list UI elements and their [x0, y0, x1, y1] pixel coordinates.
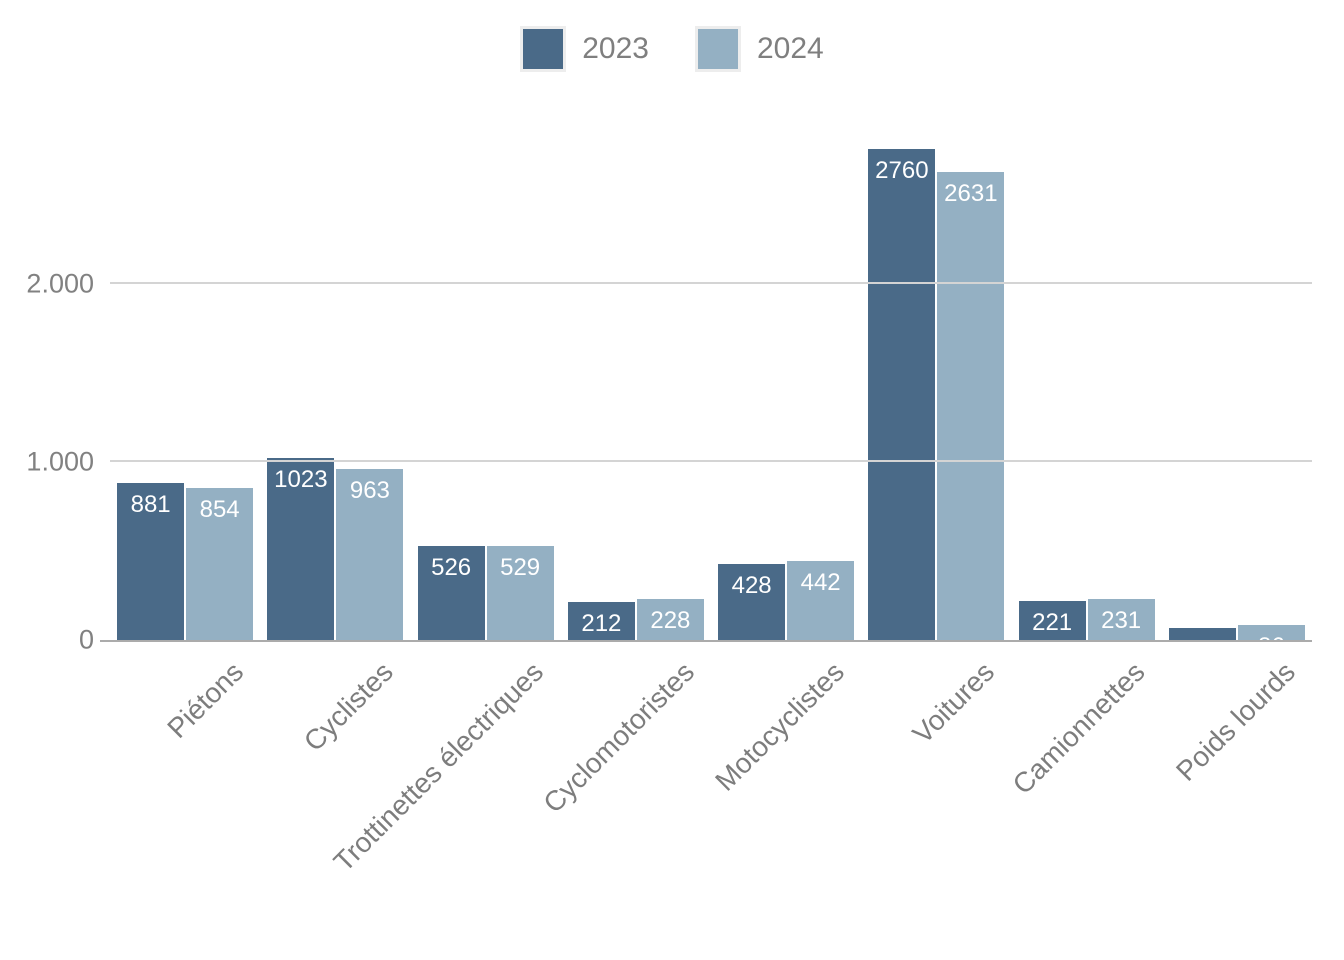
legend-item-2024[interactable]: 2024	[695, 26, 824, 72]
bar-group-5: 428 442 Motocyclistes	[709, 90, 861, 797]
bar-value-label: 1023	[274, 466, 328, 493]
x-axis-label-4: Cyclomotoristes	[537, 656, 700, 819]
bar-group-6: 2760 2631 Voitures	[861, 90, 1011, 749]
bar-value-label: 231	[1101, 607, 1142, 634]
bar-value-label: 854	[199, 496, 240, 523]
zero-tick	[100, 640, 110, 642]
bar-value-label: 442	[800, 569, 841, 596]
y-tick-label: 0	[78, 624, 94, 655]
gridline-1000	[110, 460, 1312, 463]
y-tick-label: 1.000	[26, 446, 94, 477]
bar-2023-poids-lourds[interactable]: 65	[1168, 628, 1236, 640]
x-axis-label-6: Voitures	[906, 656, 1001, 750]
x-axis-label-2: Cyclistes	[298, 656, 400, 758]
bar-2024-pi-tons[interactable]: 854	[186, 488, 254, 640]
bar-2024-voitures[interactable]: 2631	[937, 172, 1005, 640]
legend-swatch-icon	[695, 26, 741, 72]
bar-2023-trottinettes-lectriques[interactable]: 526	[417, 546, 485, 640]
legend-label: 2024	[757, 32, 824, 65]
bar-value-label: 526	[431, 554, 472, 581]
bar-group-3: 526 529 Trottinettes électriques	[328, 90, 561, 877]
bar-value-label: 529	[500, 554, 541, 581]
bar-2023-cyclistes[interactable]: 1023	[267, 458, 335, 640]
legend-label: 2023	[582, 32, 649, 65]
bar-2024-poids-lourds[interactable]: 86	[1237, 625, 1305, 640]
x-axis-label-5: Motocyclistes	[709, 656, 851, 797]
bar-2023-camionnettes[interactable]: 221	[1018, 601, 1086, 640]
bar-group-7: 221 231 Camionnettes	[1006, 90, 1162, 800]
bar-2023-motocyclistes[interactable]: 428	[718, 564, 786, 640]
x-axis-label-8: Poids lourds	[1169, 656, 1301, 787]
bar-value-label: 228	[650, 607, 691, 634]
plot-area: 881 854 Piétons 1023 963 Cyclistes 526 529 Trott…	[26, 90, 1312, 877]
bar-group-4: 212 228 Cyclomotoristes	[537, 90, 711, 819]
gridline-2000	[110, 282, 1312, 285]
legend-item-2023[interactable]: 2023	[520, 26, 649, 72]
bar-group-8: 6586 Poids lourds	[1162, 90, 1312, 787]
bar-value-label: 963	[349, 477, 390, 504]
bar-2024-camionnettes[interactable]: 231	[1087, 599, 1155, 640]
bar-value-label: 221	[1032, 609, 1073, 636]
bar-2024-motocyclistes[interactable]: 442	[787, 561, 855, 640]
bar-2023-cyclomotoristes[interactable]: 212	[567, 602, 635, 640]
bar-value-label: 65	[1169, 628, 1236, 640]
x-axis-label-7: Camionnettes	[1006, 656, 1151, 801]
bar-value-label: 86	[1238, 625, 1305, 640]
bar-groups: 881 854 Piétons 1023 963 Cyclistes 526 529 Trott…	[110, 90, 1312, 877]
bar-2024-trottinettes-lectriques[interactable]: 529	[486, 546, 554, 640]
x-axis-label-1: Piétons	[161, 656, 250, 744]
legend-swatch-icon	[520, 26, 567, 72]
bar-value-label: 2760	[875, 157, 929, 184]
legend: 2023 2024	[0, 26, 1344, 72]
bar-2024-cyclomotoristes[interactable]: 228	[636, 599, 704, 640]
bar-value-label: 212	[581, 610, 622, 637]
bar-value-label: 428	[731, 572, 772, 599]
bar-group-2: 1023 963 Cyclistes	[260, 90, 410, 757]
y-tick-label: 2.000	[26, 268, 94, 299]
bar-group-1: 881 854 Piétons	[110, 90, 260, 744]
bar-2023-voitures[interactable]: 2760	[868, 149, 936, 640]
bar-value-label: 2631	[944, 180, 998, 207]
bar-value-label: 881	[130, 491, 171, 518]
bar-2023-pi-tons[interactable]: 881	[117, 483, 185, 640]
bar-2024-cyclistes[interactable]: 963	[336, 469, 404, 640]
